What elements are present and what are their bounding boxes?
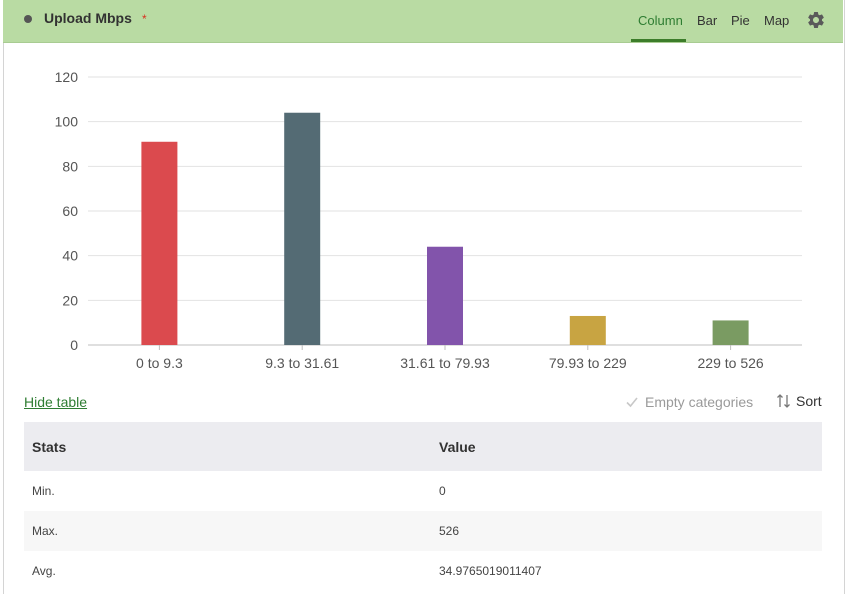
x-tick-label: 79.93 to 229 bbox=[549, 355, 627, 371]
required-mark: * bbox=[142, 12, 147, 26]
tab-pie[interactable]: Pie bbox=[731, 13, 750, 28]
y-tick-label: 40 bbox=[62, 248, 78, 264]
tab-column[interactable]: Column bbox=[638, 13, 683, 28]
table-row: Min. 0 bbox=[24, 471, 822, 511]
gear-icon[interactable] bbox=[806, 10, 826, 30]
y-tick-label: 120 bbox=[55, 69, 79, 85]
y-tick-label: 100 bbox=[55, 114, 79, 130]
stats-table: Stats Value Min. 0 Max. 526 Avg. 34.9765… bbox=[24, 422, 822, 591]
bar bbox=[569, 315, 606, 345]
bar bbox=[284, 112, 321, 345]
table-cell-value: 34.9765019011407 bbox=[439, 564, 542, 578]
hide-table-link[interactable]: Hide table bbox=[24, 394, 88, 410]
table-cell-value: 0 bbox=[439, 484, 446, 498]
table-cell-value: 526 bbox=[431, 511, 822, 551]
column-header-value: Value bbox=[431, 422, 822, 471]
widget-title: Upload Mbps bbox=[44, 10, 132, 26]
y-tick-label: 60 bbox=[62, 203, 78, 219]
bar bbox=[427, 246, 463, 345]
y-tick-label: 0 bbox=[70, 337, 78, 353]
tab-bar[interactable]: Bar bbox=[697, 13, 718, 28]
checkbox-icon[interactable] bbox=[625, 395, 639, 409]
empty-categories-toggle[interactable]: Empty categories bbox=[625, 394, 753, 410]
table-cell-stat: Avg. bbox=[32, 564, 56, 578]
table-row: Max. 526 bbox=[24, 511, 822, 551]
x-tick-label: 9.3 to 31.61 bbox=[265, 355, 339, 371]
table-header-row: Stats Value bbox=[24, 422, 822, 471]
active-tab-indicator bbox=[631, 39, 686, 42]
sort-icon bbox=[777, 394, 790, 408]
bullet-icon bbox=[24, 15, 32, 23]
sort-label: Sort bbox=[796, 393, 822, 409]
x-tick-label: 0 to 9.3 bbox=[136, 355, 183, 371]
table-row: Avg. 34.9765019011407 bbox=[24, 551, 822, 591]
x-tick-label: 31.61 to 79.93 bbox=[400, 355, 490, 371]
column-header-stats: Stats bbox=[24, 422, 431, 471]
bar bbox=[141, 141, 178, 345]
tab-map[interactable]: Map bbox=[764, 13, 790, 28]
table-cell-stat: Min. bbox=[32, 484, 55, 498]
widget-header: Upload Mbps * Column Bar Pie Map bbox=[3, 0, 843, 43]
column-chart: 0 20 40 60 80 100 120 0 to 9.3 9.3 to 31.61 31.61… bbox=[55, 69, 802, 371]
bar bbox=[712, 320, 749, 345]
table-cell-stat: Max. bbox=[24, 511, 431, 551]
empty-categories-label: Empty categories bbox=[645, 394, 754, 410]
x-tick-label: 229 to 526 bbox=[698, 355, 764, 371]
sort-button[interactable]: Sort bbox=[776, 393, 822, 409]
y-tick-label: 80 bbox=[62, 158, 78, 174]
y-tick-label: 20 bbox=[62, 292, 78, 308]
